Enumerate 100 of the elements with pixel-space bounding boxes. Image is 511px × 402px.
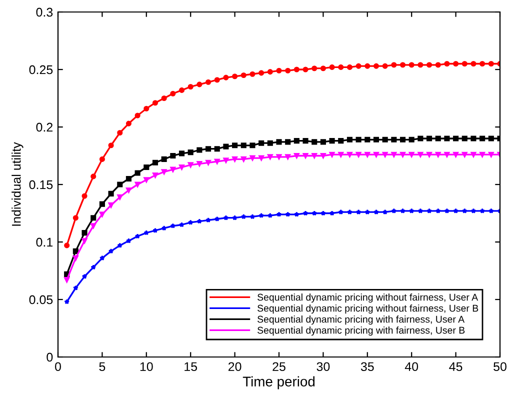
point (206, 79, 212, 85)
point (480, 60, 486, 67)
point (232, 215, 238, 220)
point (346, 136, 352, 142)
point (152, 100, 158, 106)
point (329, 138, 335, 144)
point (134, 112, 140, 118)
point (82, 230, 88, 236)
point (170, 90, 176, 96)
point (480, 136, 486, 142)
point (329, 64, 335, 70)
point (178, 150, 185, 156)
point (161, 169, 167, 175)
legend-label: Sequential dynamic pricing with fairness, User A (258, 316, 465, 325)
x-tick-label: 10 (140, 362, 153, 372)
point (276, 68, 282, 74)
x-tick-label: 45 (449, 362, 462, 372)
point (276, 212, 282, 217)
x-tick-label: 15 (184, 362, 198, 372)
point (267, 69, 273, 75)
point (188, 220, 194, 225)
point (400, 208, 406, 214)
point (453, 60, 459, 67)
point (462, 136, 468, 142)
point (126, 176, 132, 182)
x-tick-label: 35 (360, 362, 374, 372)
point (82, 193, 88, 199)
legend-label: Sequential dynamic pricing with fairness, User B (258, 326, 465, 336)
x-tick-label: 40 (404, 362, 418, 372)
point (223, 158, 229, 164)
point (382, 63, 388, 69)
point (214, 216, 220, 222)
point (99, 156, 105, 162)
point (64, 299, 70, 304)
point (250, 71, 256, 77)
y-tick-label: 0.3 (36, 8, 53, 17)
point (214, 77, 220, 83)
point (240, 72, 246, 78)
point (302, 138, 308, 144)
y-tick-label: 0.1 (36, 238, 53, 247)
point (223, 144, 229, 150)
point (470, 208, 476, 214)
point (346, 64, 352, 70)
point (391, 136, 397, 142)
point (382, 136, 388, 142)
point (285, 212, 291, 217)
point (82, 274, 88, 279)
point (444, 60, 450, 67)
point (418, 136, 424, 142)
point (480, 208, 485, 214)
x-tick-label: 30 (316, 362, 330, 372)
point (408, 136, 414, 142)
point (240, 142, 246, 148)
point (206, 146, 212, 152)
point (100, 255, 105, 260)
point (444, 208, 450, 214)
point (223, 74, 229, 80)
point (312, 139, 318, 145)
point (294, 138, 300, 144)
point (267, 154, 273, 160)
point (312, 152, 318, 159)
point (294, 152, 300, 159)
point (126, 238, 132, 244)
point (276, 139, 282, 145)
point (258, 140, 264, 146)
point (117, 182, 123, 188)
point (435, 136, 441, 142)
point (214, 146, 220, 152)
point (90, 215, 96, 221)
point (320, 66, 326, 72)
point (426, 62, 432, 68)
point (152, 172, 158, 178)
point (188, 84, 194, 90)
point (320, 152, 326, 159)
legend-label: Sequential dynamic pricing without fairness, User B (258, 304, 478, 314)
point (258, 70, 264, 76)
point (178, 164, 185, 170)
point (161, 95, 167, 102)
point (364, 136, 370, 142)
y-tick-label: 0 (46, 352, 53, 362)
point (90, 264, 96, 270)
point (99, 212, 105, 218)
point (444, 136, 450, 142)
y-tick-label: 0.2 (36, 122, 53, 132)
point (144, 106, 150, 112)
point (108, 142, 114, 148)
point (453, 136, 459, 142)
point (285, 139, 291, 145)
point (90, 223, 96, 229)
point (364, 63, 370, 69)
point (126, 187, 132, 194)
point (232, 142, 238, 148)
point (117, 242, 123, 248)
point (161, 156, 167, 162)
point (285, 68, 291, 74)
x-tick-label: 25 (272, 362, 286, 372)
point (117, 130, 123, 136)
point (470, 60, 476, 67)
point (400, 62, 406, 68)
point (294, 212, 300, 217)
